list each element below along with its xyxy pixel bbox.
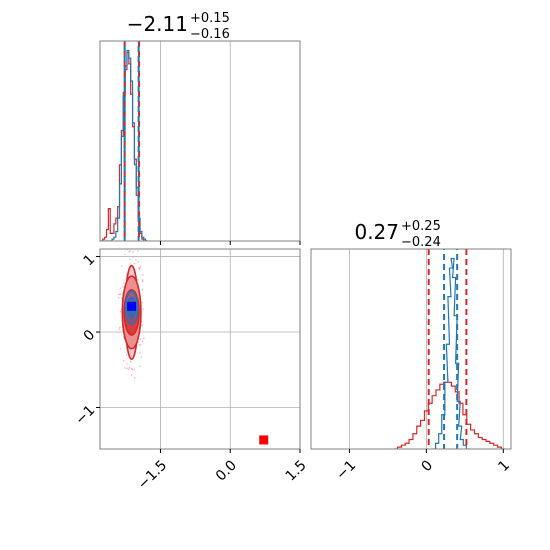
- sample-point: [133, 262, 136, 265]
- x-tick-label: −1.5: [135, 457, 170, 492]
- sample-point: [140, 356, 143, 359]
- panel-title-minus: −0.16: [190, 27, 230, 42]
- hist-1-plot-area: [100, 41, 300, 241]
- sample-point: [129, 263, 131, 265]
- sample-point: [141, 340, 144, 343]
- sample-point: [139, 343, 142, 346]
- sample-point: [129, 243, 131, 245]
- sample-point: [126, 363, 128, 365]
- sample-point: [119, 287, 122, 289]
- panel-title-value: 0.27: [354, 220, 399, 244]
- sample-point: [119, 348, 122, 350]
- y-tick-label: −1: [72, 402, 98, 428]
- panel-title-minus: −0.24: [401, 235, 441, 250]
- sample-point: [142, 279, 144, 281]
- sample-point: [133, 369, 136, 371]
- sample-point: [130, 368, 133, 370]
- sample-point: [137, 260, 140, 263]
- sample-point: [117, 297, 120, 299]
- sample-point: [118, 328, 121, 330]
- sample-point: [139, 365, 141, 368]
- sample-point: [132, 251, 134, 253]
- sample-point: [118, 293, 120, 296]
- panel-title-value: −2.11: [127, 12, 188, 36]
- sample-point: [138, 267, 140, 270]
- x-tick-label: 1: [495, 457, 513, 475]
- red-histogram-series: [393, 381, 506, 449]
- hist-2-axes-frame: [310, 248, 512, 450]
- sample-point: [119, 326, 121, 329]
- panel-title-plus: +0.15: [190, 11, 230, 26]
- sample-point: [121, 265, 123, 267]
- x-tick-label: 0.0: [213, 457, 240, 484]
- x-tick-label: 1.5: [283, 457, 310, 484]
- truth-marker: [259, 435, 269, 445]
- sample-point: [118, 331, 120, 333]
- sample-point: [133, 377, 136, 379]
- sample-point: [129, 258, 131, 260]
- sample-point: [141, 289, 144, 291]
- y-tick-label: 1: [81, 252, 99, 270]
- sample-point: [129, 250, 131, 252]
- hist-1-axes-frame: [99, 40, 301, 242]
- sample-point: [137, 279, 139, 281]
- sample-point: [140, 324, 143, 327]
- blue-histogram-series: [100, 49, 148, 241]
- sample-point: [132, 245, 134, 247]
- sample-point: [122, 359, 125, 362]
- sample-point: [137, 250, 139, 252]
- sample-point: [119, 310, 122, 313]
- sample-point: [142, 274, 144, 276]
- sample-point: [132, 256, 134, 258]
- sample-point: [142, 337, 145, 340]
- sample-point: [119, 293, 122, 295]
- truth-marker: [127, 301, 137, 311]
- joint-axes-frame: [99, 248, 301, 450]
- sample-point: [123, 282, 125, 285]
- joint-plot-area: [100, 243, 300, 449]
- sample-point: [135, 259, 137, 261]
- y-tick-label: 0: [81, 327, 99, 345]
- sample-point: [140, 265, 142, 268]
- sample-point: [125, 354, 128, 356]
- sample-point: [140, 338, 142, 340]
- sample-point: [126, 367, 128, 369]
- sample-point: [130, 374, 133, 376]
- sample-point: [139, 351, 141, 354]
- sample-point: [127, 368, 130, 371]
- blue-histogram-series: [432, 257, 470, 449]
- sample-point: [138, 344, 141, 347]
- panel-title-plus: +0.25: [401, 219, 441, 234]
- sample-point: [122, 286, 124, 288]
- sample-point: [124, 367, 126, 369]
- sample-point: [124, 253, 126, 256]
- x-tick-label: −1: [333, 457, 359, 483]
- hist-2-plot-area: [349, 249, 506, 449]
- sample-point: [142, 308, 144, 310]
- sample-point: [129, 360, 132, 363]
- sample-point: [141, 280, 144, 283]
- x-tick-label: 0: [419, 457, 437, 475]
- sample-point: [128, 366, 131, 369]
